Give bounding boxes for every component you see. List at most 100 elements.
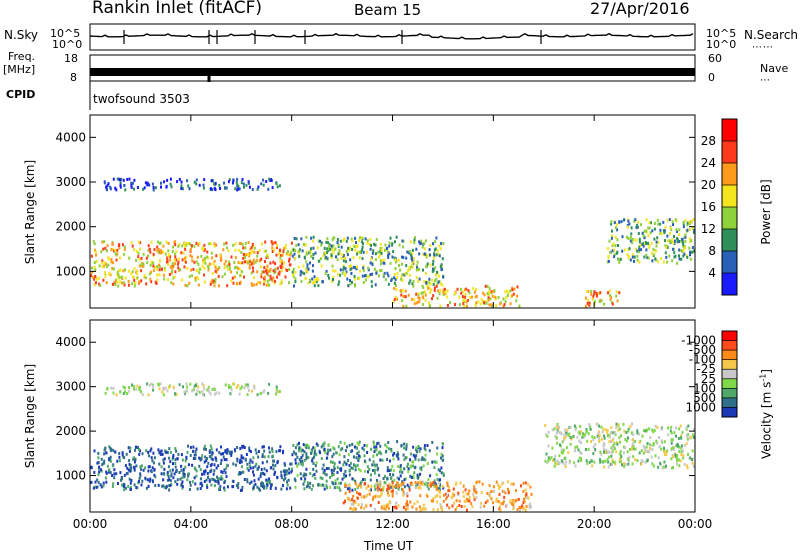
echo-cell	[376, 486, 379, 489]
echo-cell	[474, 488, 477, 491]
echo-cell	[356, 463, 359, 467]
echo-cell	[358, 276, 361, 280]
echo-cell	[288, 257, 291, 261]
echo-cell	[125, 452, 128, 456]
echo-cell	[473, 485, 476, 489]
echo-cell	[652, 443, 655, 447]
echo-cell	[403, 467, 406, 471]
echo-cell	[412, 279, 415, 283]
echo-cell	[349, 246, 351, 250]
echo-cell	[130, 486, 132, 490]
echo-cell	[525, 492, 528, 496]
echo-cell	[163, 467, 166, 471]
echo-cell	[691, 246, 694, 249]
echo-cell	[590, 292, 593, 296]
echo-cell	[203, 249, 206, 253]
echo-cell	[336, 485, 339, 489]
echo-cell	[304, 277, 307, 281]
echo-cell	[528, 504, 531, 508]
echo-cell	[263, 249, 266, 253]
echo-cell	[101, 463, 104, 467]
echo-cell	[197, 283, 200, 287]
echo-cell	[149, 263, 152, 267]
echo-cell	[138, 264, 141, 268]
echo-cell	[502, 500, 505, 504]
echo-cell	[181, 486, 184, 490]
echo-cell	[218, 391, 221, 395]
echo-cell	[627, 427, 630, 431]
echo-cell	[376, 250, 379, 254]
echo-cell	[213, 259, 216, 263]
echo-cell	[659, 461, 662, 465]
echo-cell	[138, 476, 141, 480]
echo-cell	[396, 440, 399, 444]
echo-cell	[174, 252, 177, 256]
echo-cell	[153, 473, 156, 477]
echo-cell	[118, 269, 121, 272]
echo-cell	[286, 480, 288, 484]
echo-cell	[692, 230, 695, 234]
echo-cell	[207, 388, 210, 392]
echo-cell	[405, 443, 408, 447]
echo-cell	[94, 248, 96, 252]
echo-cell	[310, 487, 313, 491]
echo-cell	[227, 384, 230, 388]
nave-top-tick: 60	[708, 52, 722, 65]
echo-cell	[218, 284, 220, 288]
echo-cell	[226, 485, 229, 489]
echo-cell	[116, 273, 119, 277]
echo-cell	[307, 444, 310, 448]
echo-cell	[241, 485, 244, 489]
echo-cell	[374, 448, 377, 452]
echo-cell	[234, 248, 237, 252]
echo-cell	[659, 222, 662, 226]
echo-cell	[446, 304, 449, 307]
echo-cell	[363, 459, 366, 463]
echo-cell	[615, 426, 618, 429]
echo-cell	[153, 248, 156, 252]
echo-cell	[253, 385, 255, 389]
echo-cell	[670, 441, 673, 445]
echo-cell	[488, 484, 491, 488]
echo-cell	[338, 252, 341, 255]
echo-cell	[364, 278, 367, 282]
echo-cell	[356, 252, 358, 256]
echo-cell	[336, 258, 339, 262]
echo-cell	[459, 287, 462, 291]
echo-cell	[516, 508, 519, 512]
echo-cell	[164, 386, 167, 390]
echo-cell	[416, 473, 419, 477]
echo-cell	[276, 475, 279, 479]
echo-cell	[586, 290, 589, 293]
echo-cell	[90, 466, 93, 470]
echo-cell	[379, 247, 382, 250]
echo-cell	[177, 262, 179, 266]
echo-cell	[152, 388, 155, 392]
velocity-colorbar-segment	[722, 397, 737, 408]
echo-cell	[632, 445, 635, 449]
echo-cell	[439, 289, 442, 292]
echo-cell	[692, 218, 695, 221]
echo-cell	[201, 484, 204, 488]
echo-cell	[416, 500, 419, 504]
echo-cell	[412, 476, 415, 480]
echo-cell	[425, 281, 428, 285]
echo-cell	[259, 472, 262, 476]
echo-cell	[256, 270, 259, 274]
echo-cell	[332, 452, 335, 456]
echo-cell	[483, 504, 486, 508]
echo-cell	[340, 245, 343, 249]
velocity-colorbar-segment	[722, 407, 737, 418]
echo-cell	[598, 439, 601, 443]
echo-cell	[233, 275, 236, 279]
echo-cell	[195, 392, 198, 396]
echo-cell	[640, 459, 643, 463]
echo-cell	[519, 508, 521, 512]
echo-cell	[122, 385, 125, 389]
echo-cell	[426, 462, 429, 465]
echo-cell	[511, 294, 514, 298]
echo-cell	[224, 259, 227, 263]
echo-cell	[642, 241, 645, 245]
echo-cell	[277, 252, 280, 256]
echo-cell	[362, 281, 365, 284]
